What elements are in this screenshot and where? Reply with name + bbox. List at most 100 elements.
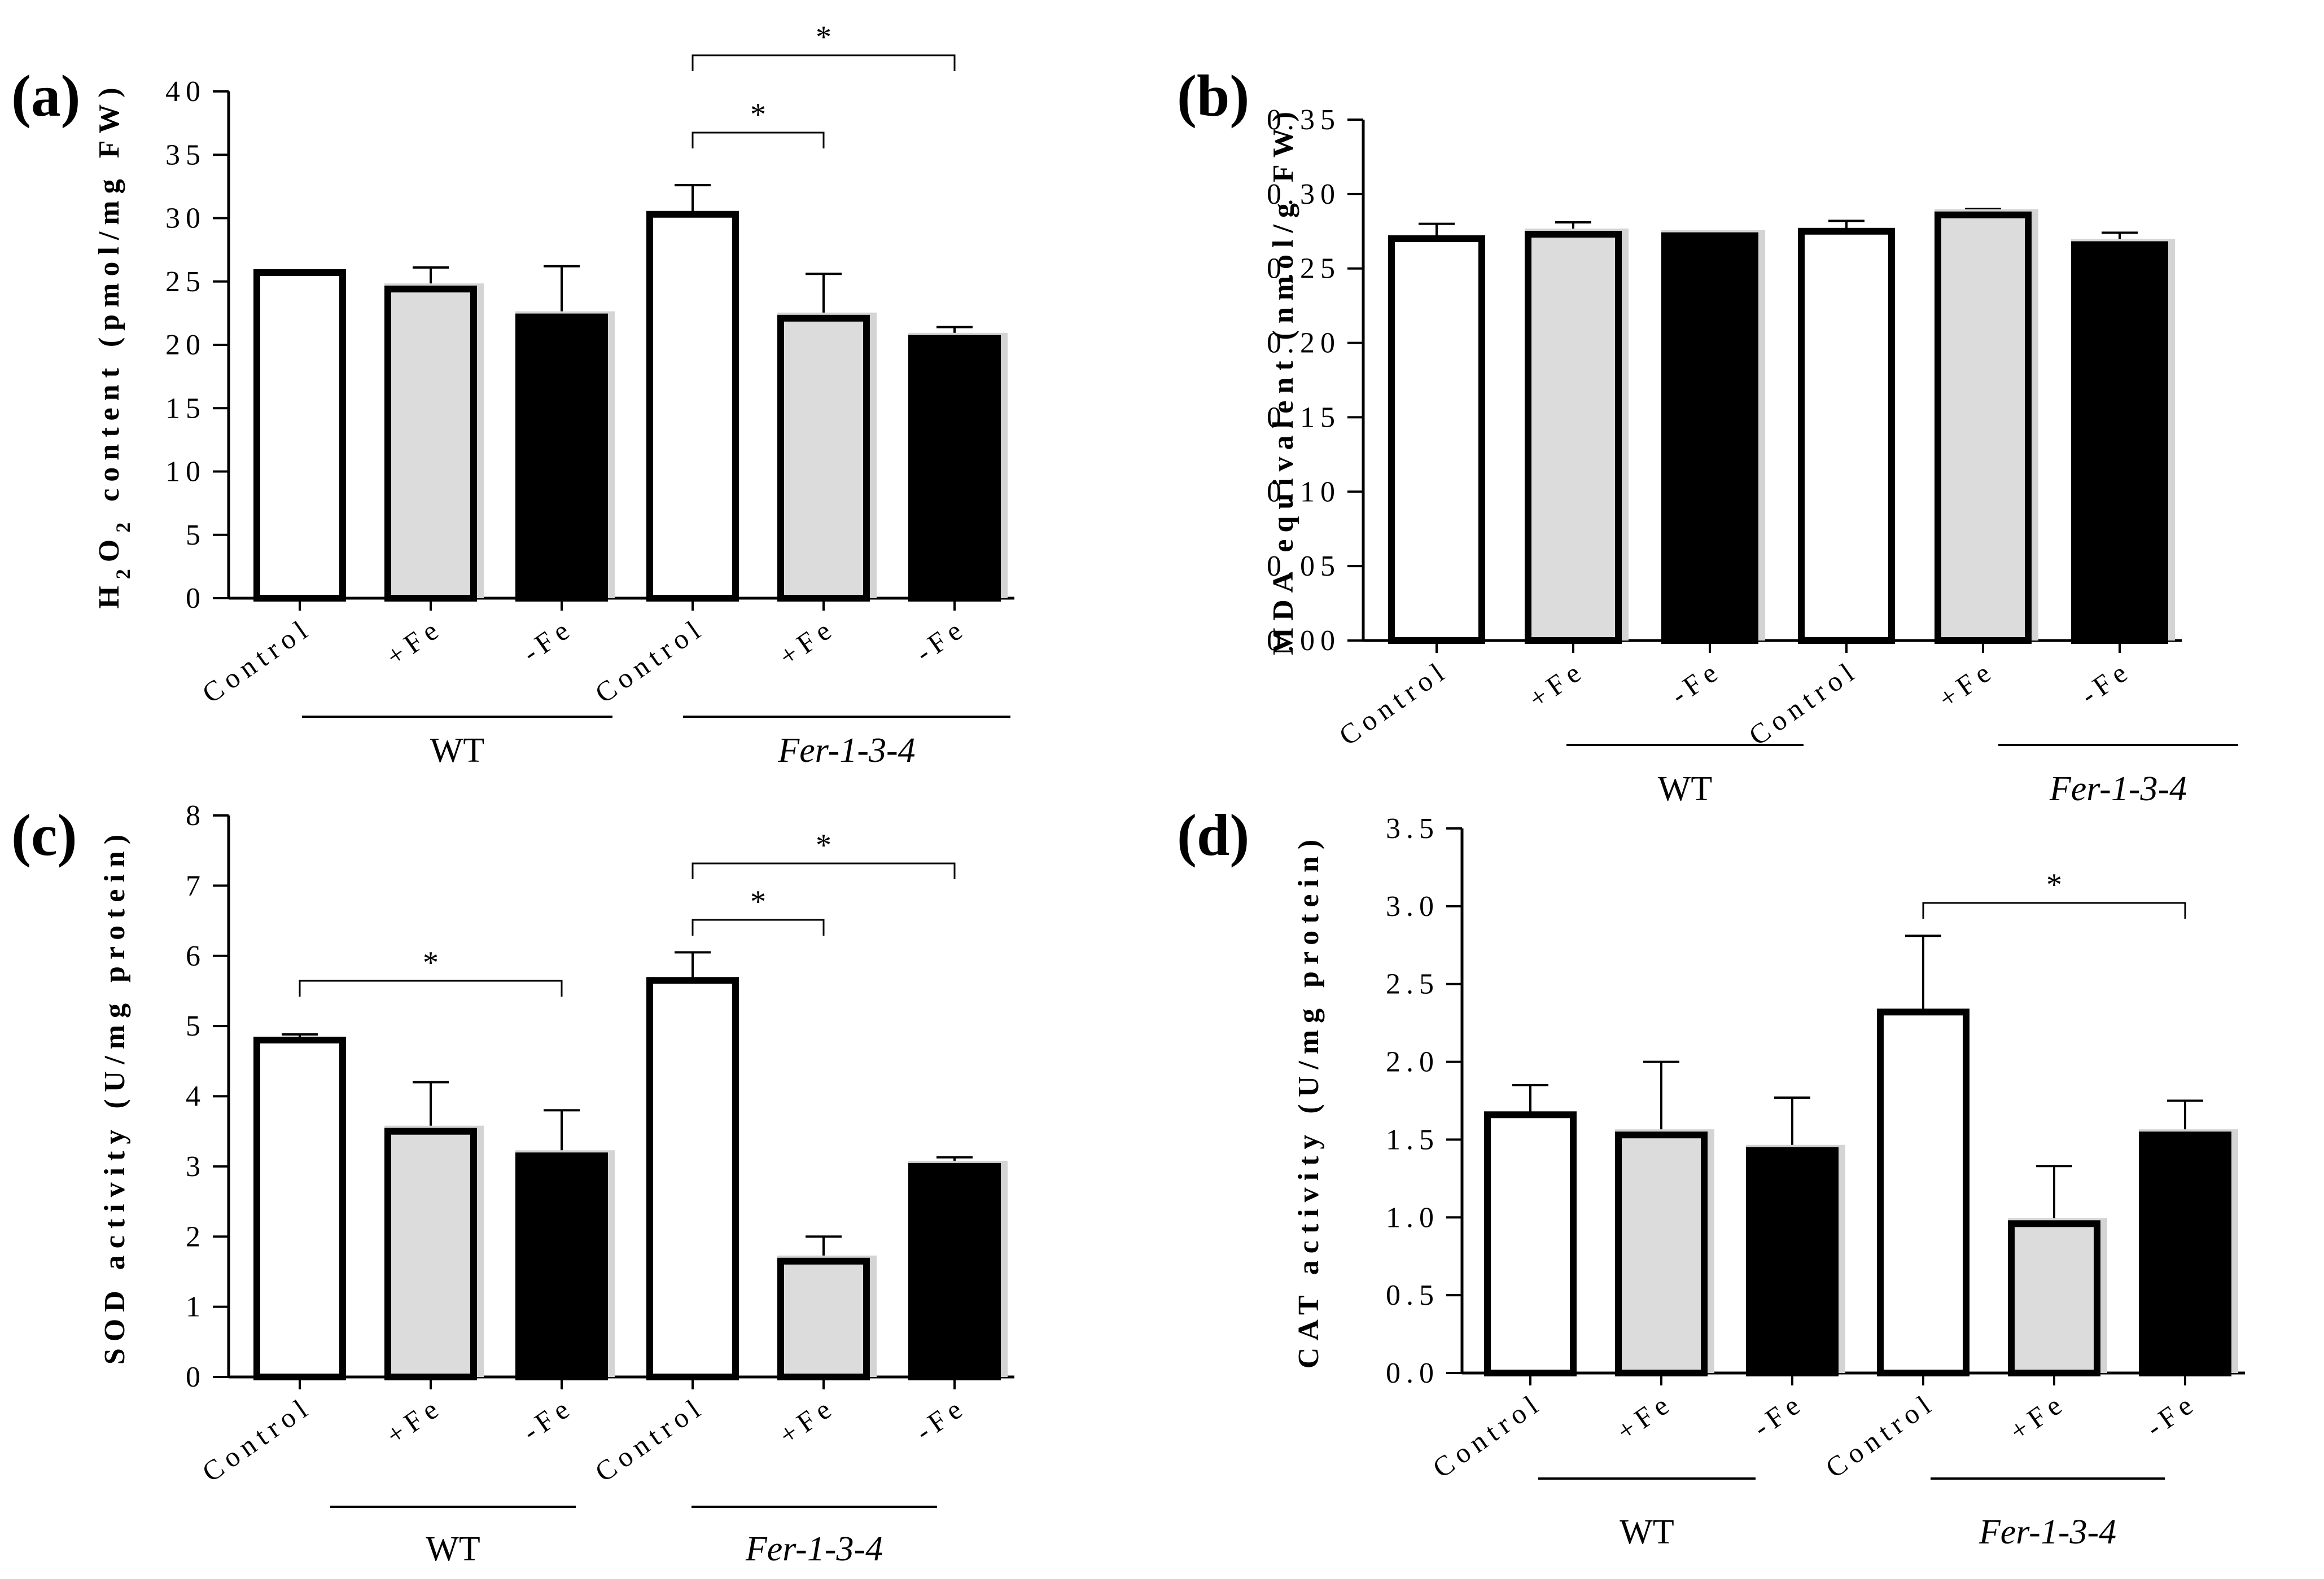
significance-bracket: [691, 862, 956, 879]
x-tick-label: Control: [1427, 1386, 1548, 1484]
x-tick-label: Control: [589, 1390, 711, 1488]
y-tick-label: 1.0: [1386, 1201, 1439, 1234]
bar--Fe: [515, 1152, 608, 1380]
group-label: Fer-1-3-4: [777, 731, 915, 770]
x-tick-label: +Fe: [773, 1390, 842, 1451]
panel-d: (d) 0.0 0.5 1.0 1.5 2.0 2.5 3.0 3.5 CAT activity …: [1177, 802, 2245, 1551]
significance-bracket: [691, 54, 956, 71]
bar-Control: [1388, 235, 1485, 644]
significance-bracket: [691, 919, 825, 936]
y-tick-label: 3.5: [1386, 813, 1439, 845]
significance-bracket: [299, 980, 563, 997]
group-label: WT: [1620, 1513, 1674, 1551]
significance-bracket: [691, 131, 825, 148]
bar-+Fe: [777, 1257, 870, 1380]
significance-star: *: [2046, 867, 2062, 902]
bar-Control: [1798, 227, 1895, 644]
y-label-part: O: [93, 533, 125, 562]
y-tick-label: 0.30: [1267, 178, 1341, 210]
x-tick-label: +Fe: [1523, 653, 1591, 714]
y-tick-label: 4: [186, 1081, 206, 1113]
bar-Control: [646, 210, 739, 602]
bar-Control: [1877, 1008, 1970, 1377]
group-label: Fer-1-3-4: [2049, 770, 2187, 808]
significance-star: *: [816, 20, 831, 55]
y-tick-label: 0.35: [1267, 104, 1341, 136]
y-tick-label: 0.20: [1267, 327, 1341, 359]
y-tick-label: 3: [186, 1151, 206, 1183]
x-tick-label: -Fe: [909, 1390, 972, 1447]
y-tick-label: 5: [186, 519, 206, 551]
x-tick-label: Control: [196, 611, 318, 709]
y-tick-label: 35: [165, 139, 206, 171]
y-axis-label: MDA equivalent (nmol/g FW): [1267, 105, 1299, 655]
bar--Fe: [1661, 232, 1758, 644]
y-tick-label: 0.5: [1386, 1279, 1439, 1312]
group-label: WT: [1658, 770, 1712, 808]
bar-Control: [253, 1037, 346, 1380]
x-tick-label: +Fe: [1933, 653, 2001, 714]
y-tick-label: 15: [165, 392, 206, 424]
y-label-part: H: [93, 579, 125, 608]
y-tick-label: 0.15: [1267, 401, 1341, 433]
x-tick-label: +Fe: [1611, 1386, 1679, 1447]
x-tick-label: Control: [196, 1390, 318, 1488]
bar--Fe: [908, 1163, 1001, 1380]
group-label: WT: [426, 1530, 480, 1568]
y-tick-label: 2.0: [1386, 1046, 1439, 1078]
bar-+Fe: [777, 314, 870, 602]
y-tick-label: 0.10: [1267, 476, 1341, 508]
x-tick-label: +Fe: [380, 611, 449, 672]
y-tick-label: 3.0: [1386, 891, 1439, 923]
y-axis-label: SOD activity (U/mg protein): [99, 828, 131, 1365]
y-axis-label: CAT activity (U/mg protein): [1293, 833, 1325, 1369]
x-tick-label: -Fe: [1747, 1386, 1810, 1443]
group-label: Fer-1-3-4: [745, 1530, 883, 1568]
y-tick-label: 7: [186, 870, 206, 902]
bar--Fe: [515, 313, 608, 602]
x-tick-label: -Fe: [2140, 1386, 2203, 1443]
y-tick-label: 5: [186, 1010, 206, 1042]
significance-star: *: [816, 828, 831, 863]
bar-+Fe: [1615, 1131, 1708, 1376]
y-tick-label: 25: [165, 266, 206, 298]
y-tick-label: 1.5: [1386, 1124, 1439, 1156]
panel-letter: (b): [1177, 63, 1249, 129]
panel-c: (c) 0 1 2 3 4 5 6 7 8 SOD activity (U/mg protein) C…: [11, 800, 1014, 1568]
bar-Control: [1484, 1111, 1577, 1377]
y-tick-label: 0.05: [1267, 550, 1341, 582]
bar-Control: [646, 977, 739, 1380]
significance-bracket: [1922, 902, 2186, 919]
significance-star: *: [750, 97, 766, 132]
bar--Fe: [908, 335, 1001, 602]
y-tick-label: 40: [165, 76, 206, 108]
y-tick-label: 2: [186, 1221, 206, 1253]
bar-+Fe: [2008, 1220, 2100, 1376]
panel-letter: (a): [11, 63, 80, 129]
x-tick-label: -Fe: [2074, 653, 2137, 710]
y-tick-label: 8: [186, 800, 206, 832]
x-tick-label: +Fe: [380, 1390, 449, 1451]
y-tick-label: 0.0: [1386, 1357, 1439, 1389]
x-tick-label: +Fe: [2004, 1386, 2072, 1447]
y-tick-label: 0: [186, 582, 206, 615]
x-tick-label: -Fe: [517, 611, 579, 668]
x-tick-label: +Fe: [773, 611, 842, 672]
y-tick-label: 0: [186, 1361, 206, 1393]
bar-+Fe: [384, 1128, 477, 1380]
y-axis-label: H2O2 content (pmol/mg FW): [93, 81, 134, 608]
x-tick-label: -Fe: [909, 611, 972, 668]
group-label: WT: [430, 731, 484, 770]
y-label-subscript: 2: [112, 516, 134, 533]
x-tick-label: -Fe: [517, 1390, 579, 1447]
bar--Fe: [2139, 1131, 2231, 1376]
bar-Control: [253, 269, 346, 602]
y-tick-label: 1: [186, 1291, 206, 1323]
y-tick-label: 10: [165, 456, 206, 488]
bar-+Fe: [1525, 231, 1622, 644]
y-tick-label: 2.5: [1386, 968, 1439, 1001]
panel-letter: (d): [1177, 802, 1249, 868]
